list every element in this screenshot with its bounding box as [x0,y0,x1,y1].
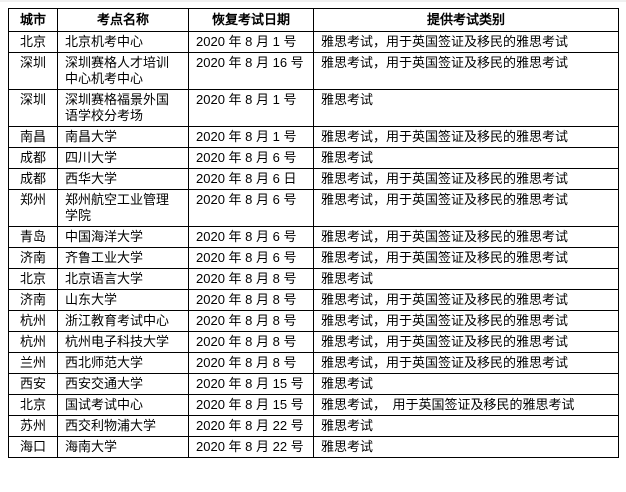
category-cell: 雅思考试，用于英国签证及移民的雅思考试 [313,289,619,311]
center-cell: 西交利物浦大学 [57,415,189,437]
category-cell: 雅思考试，用于英国签证及移民的雅思考试 [313,189,619,227]
category-cell: 雅思考试，用于英国签证及移民的雅思考试 [313,226,619,248]
date-cell: 2020 年 8 月 6 号 [188,147,314,169]
exam-centers-table: 城市 考点名称 恢复考试日期 提供考试类别 北京 北京机考中心 2020 年 8 月… [8,8,619,458]
center-cell: 郑州航空工业管理学院 [57,189,189,227]
table-row: 北京 北京语言大学 2020 年 8 月 8 号雅思考试 [8,268,619,290]
center-cell: 西安交通大学 [57,373,189,395]
center-cell: 齐鲁工业大学 [57,247,189,269]
column-header-center: 考点名称 [57,8,189,32]
city-cell: 杭州 [8,331,58,353]
city-cell: 北京 [8,31,58,53]
page: 城市 考点名称 恢复考试日期 提供考试类别 北京 北京机考中心 2020 年 8 月… [0,2,626,463]
city-cell: 兰州 [8,352,58,374]
date-cell: 2020 年 8 月 8 号 [188,268,314,290]
category-cell: 雅思考试，用于英国签证及移民的雅思考试 [313,126,619,148]
table-row: 兰州 西北师范大学 2020 年 8 月 8 号雅思考试，用于英国签证及移民的雅思考… [8,352,619,374]
category-cell: 雅思考试 [313,436,619,458]
center-cell: 深圳赛格福景外国语学校分考场 [57,89,189,127]
center-cell: 南昌大学 [57,126,189,148]
center-cell: 四川大学 [57,147,189,169]
center-cell: 杭州电子科技大学 [57,331,189,353]
category-cell: 雅思考试，用于英国签证及移民的雅思考试 [313,352,619,374]
table-row: 成都 四川大学 2020 年 8 月 6 号雅思考试 [8,147,619,169]
category-cell: 雅思考试，用于英国签证及移民的雅思考试 [313,331,619,353]
date-cell: 2020 年 8 月 22 号 [188,436,314,458]
date-cell: 2020 年 8 月 1 号 [188,126,314,148]
table-row: 深圳 深圳赛格人才培训中心机考中心 2020 年 8 月 16 号雅思考试，用于英国… [8,52,619,90]
header-row: 城市 考点名称 恢复考试日期 提供考试类别 [8,8,619,32]
center-cell: 中国海洋大学 [57,226,189,248]
table-row: 苏州 西交利物浦大学 2020 年 8 月 22 号雅思考试 [8,415,619,437]
table-row: 成都 西华大学 2020 年 8 月 6 日雅思考试，用于英国签证及移民的雅思考试 [8,168,619,190]
date-cell: 2020 年 8 月 6 号 [188,247,314,269]
column-header-city: 城市 [8,8,58,32]
date-cell: 2020 年 8 月 8 号 [188,331,314,353]
category-cell: 雅思考试 [313,89,619,127]
city-cell: 苏州 [8,415,58,437]
date-cell: 2020 年 8 月 6 号 [188,189,314,227]
date-cell: 2020 年 8 月 8 号 [188,352,314,374]
table-row: 西安 西安交通大学 2020 年 8 月 15 号雅思考试 [8,373,619,395]
center-cell: 国试考试中心 [57,394,189,416]
table-row: 深圳 深圳赛格福景外国语学校分考场 2020 年 8 月 1 号雅思考试 [8,89,619,127]
city-cell: 深圳 [8,89,58,127]
category-cell: 雅思考试 [313,268,619,290]
table-header: 城市 考点名称 恢复考试日期 提供考试类别 [8,8,619,32]
category-cell: 雅思考试，用于英国签证及移民的雅思考试 [313,247,619,269]
city-cell: 郑州 [8,189,58,227]
column-header-date: 恢复考试日期 [188,8,314,32]
center-cell: 西北师范大学 [57,352,189,374]
date-cell: 2020 年 8 月 8 号 [188,289,314,311]
city-cell: 济南 [8,247,58,269]
center-cell: 北京语言大学 [57,268,189,290]
category-cell: 雅思考试， 用于英国签证及移民的雅思考试 [313,394,619,416]
center-cell: 深圳赛格人才培训中心机考中心 [57,52,189,90]
date-cell: 2020 年 8 月 6 日 [188,168,314,190]
city-cell: 济南 [8,289,58,311]
table-row: 青岛 中国海洋大学 2020 年 8 月 6 号雅思考试，用于英国签证及移民的雅思考… [8,226,619,248]
table-row: 杭州 杭州电子科技大学 2020 年 8 月 8 号雅思考试，用于英国签证及移民的雅… [8,331,619,353]
city-cell: 南昌 [8,126,58,148]
date-cell: 2020 年 8 月 1 号 [188,89,314,127]
category-cell: 雅思考试，用于英国签证及移民的雅思考试 [313,168,619,190]
center-cell: 海南大学 [57,436,189,458]
city-cell: 北京 [8,268,58,290]
table-row: 杭州 浙江教育考试中心 2020 年 8 月 8 号雅思考试，用于英国签证及移民的雅… [8,310,619,332]
table-row: 南昌 南昌大学 2020 年 8 月 1 号雅思考试，用于英国签证及移民的雅思考试 [8,126,619,148]
table-row: 北京 国试考试中心 2020 年 8 月 15 号雅思考试， 用于英国签证及移民的雅… [8,394,619,416]
city-cell: 杭州 [8,310,58,332]
table-body: 北京 北京机考中心 2020 年 8 月 1 号雅思考试，用于英国签证及移民的雅思考… [8,31,619,458]
center-cell: 山东大学 [57,289,189,311]
city-cell: 成都 [8,147,58,169]
city-cell: 青岛 [8,226,58,248]
category-cell: 雅思考试 [313,147,619,169]
table-row: 济南 山东大学 2020 年 8 月 8 号雅思考试，用于英国签证及移民的雅思考试 [8,289,619,311]
table-row: 济南 齐鲁工业大学 2020 年 8 月 6 号雅思考试，用于英国签证及移民的雅思考… [8,247,619,269]
center-cell: 北京机考中心 [57,31,189,53]
date-cell: 2020 年 8 月 15 号 [188,394,314,416]
date-cell: 2020 年 8 月 1 号 [188,31,314,53]
category-cell: 雅思考试，用于英国签证及移民的雅思考试 [313,52,619,90]
table-row: 郑州 郑州航空工业管理学院 2020 年 8 月 6 号雅思考试，用于英国签证及移民… [8,189,619,227]
category-cell: 雅思考试，用于英国签证及移民的雅思考试 [313,31,619,53]
center-cell: 西华大学 [57,168,189,190]
column-header-category: 提供考试类别 [313,8,619,32]
city-cell: 成都 [8,168,58,190]
date-cell: 2020 年 8 月 22 号 [188,415,314,437]
category-cell: 雅思考试 [313,373,619,395]
table-row: 北京 北京机考中心 2020 年 8 月 1 号雅思考试，用于英国签证及移民的雅思考… [8,31,619,53]
date-cell: 2020 年 8 月 6 号 [188,226,314,248]
city-cell: 北京 [8,394,58,416]
category-cell: 雅思考试 [313,415,619,437]
city-cell: 海口 [8,436,58,458]
table-row: 海口 海南大学 2020 年 8 月 22 号雅思考试 [8,436,619,458]
city-cell: 深圳 [8,52,58,90]
category-cell: 雅思考试，用于英国签证及移民的雅思考试 [313,310,619,332]
date-cell: 2020 年 8 月 15 号 [188,373,314,395]
date-cell: 2020 年 8 月 16 号 [188,52,314,90]
center-cell: 浙江教育考试中心 [57,310,189,332]
date-cell: 2020 年 8 月 8 号 [188,310,314,332]
city-cell: 西安 [8,373,58,395]
